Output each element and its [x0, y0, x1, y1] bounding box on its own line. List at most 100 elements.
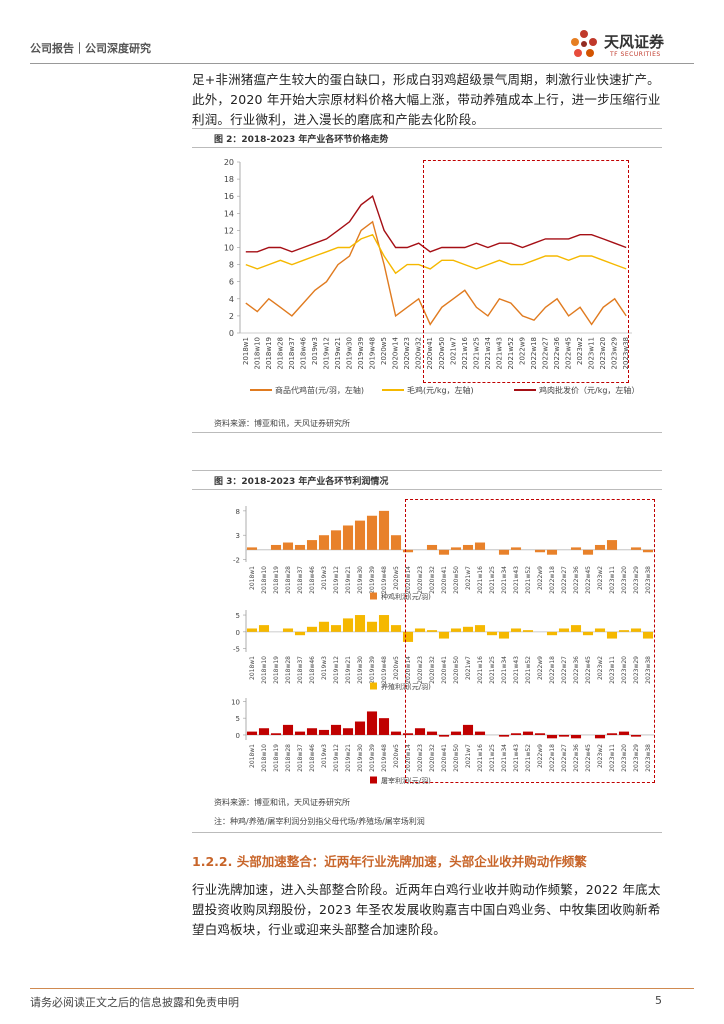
- bar: [450, 731, 462, 735]
- bar: [246, 628, 258, 632]
- figure-caption: 图 2：2018-2023 年产业各环节价格走势: [214, 135, 389, 145]
- x-tick-label: 2019w39: [357, 337, 365, 369]
- x-tick-label: 2020w23: [417, 744, 424, 772]
- bar: [390, 535, 402, 550]
- x-tick-label: 2021w16: [477, 566, 484, 594]
- logo-icon: [571, 30, 597, 57]
- line: [245, 233, 627, 275]
- x-tick-label: 2020w32: [429, 656, 436, 684]
- bar: [510, 628, 522, 632]
- x-tick-label: 2023w29: [633, 656, 640, 684]
- x-tick-label: 2020w14: [405, 566, 412, 594]
- legend-label: 种鸡利润(元/羽): [381, 592, 431, 601]
- x-tick-label: 2018w10: [261, 744, 268, 772]
- bar: [642, 549, 654, 553]
- bar: [570, 625, 582, 632]
- bar: [282, 542, 294, 550]
- figure-rule: [192, 832, 662, 833]
- x-tick-label: 2023w38: [622, 337, 630, 369]
- x-tick-label: 2018w46: [309, 656, 316, 684]
- x-tick-label: 2019w21: [334, 337, 342, 369]
- x-tick-label: 2020w23: [403, 337, 411, 369]
- y-tick-label: 10: [231, 698, 240, 706]
- x-tick-label: 2019w12: [333, 744, 340, 772]
- x-tick-label: 2021w52: [525, 566, 532, 594]
- x-tick-label: 2021w16: [477, 656, 484, 684]
- x-tick-label: 2019w30: [357, 566, 364, 594]
- bar: [486, 631, 498, 636]
- legend-label: 鸡肉批发价（元/kg，左轴）: [539, 385, 639, 395]
- x-tick-label: 2022w36: [573, 566, 580, 594]
- x-tick-label: 2020w41: [441, 566, 448, 594]
- x-tick-label: 2019w39: [369, 566, 376, 594]
- bar: [618, 731, 630, 735]
- bar: [246, 731, 258, 735]
- bar: [426, 630, 438, 632]
- x-tick-label: 2018w46: [299, 336, 307, 369]
- x-tick-label: 2020w5: [393, 566, 400, 590]
- x-tick-label: 2018w19: [273, 656, 280, 684]
- bar: [342, 525, 354, 550]
- x-tick-label: 2023w29: [633, 566, 640, 594]
- x-tick-label: 2023w20: [621, 744, 628, 772]
- section-body: 行业洗牌加速，进入头部整合阶段。近两年白鸡行业收并购动作频繁，2022 年底太盟…: [192, 882, 661, 937]
- x-tick-label: 2019w3: [321, 656, 328, 680]
- legend-label: 养殖利润(元/羽): [381, 682, 431, 691]
- y-tick-label: 3: [236, 532, 240, 540]
- x-tick-label: 2023w20: [621, 656, 628, 684]
- x-tick-label: 2020w50: [438, 337, 446, 369]
- x-tick-label: 2022w45: [585, 566, 592, 594]
- x-tick-label: 2021w43: [513, 566, 520, 594]
- x-tick-label: 2021w34: [501, 566, 508, 594]
- x-tick-label: 2021w25: [489, 744, 496, 772]
- x-tick-label: 2023w20: [621, 566, 628, 594]
- bar: [426, 544, 438, 550]
- bar: [366, 711, 378, 735]
- bar: [402, 631, 414, 642]
- x-tick-label: 2023w38: [645, 566, 652, 594]
- x-tick-label: 2022w18: [549, 656, 556, 684]
- x-tick-label: 2021w25: [489, 656, 496, 684]
- x-tick-label: 2019w12: [333, 566, 340, 594]
- x-tick-label: 2020w41: [426, 337, 434, 369]
- bar: [522, 731, 534, 735]
- x-tick-label: 2023w2: [597, 566, 604, 590]
- x-tick-label: 2019w3: [321, 744, 328, 768]
- bar: [558, 734, 570, 737]
- x-tick-label: 2023w38: [645, 656, 652, 684]
- figure-rule: [192, 128, 662, 129]
- x-tick-label: 2019w21: [345, 566, 352, 594]
- x-tick-label: 2023w11: [609, 656, 616, 684]
- y-tick-label: 18: [224, 175, 234, 184]
- bar: [594, 544, 606, 550]
- x-tick-label: 2018w37: [297, 744, 304, 772]
- x-tick-label: 2018w28: [276, 337, 284, 369]
- bar: [366, 515, 378, 550]
- bar: [546, 549, 558, 555]
- bar: [462, 626, 474, 632]
- x-tick-label: 2018w37: [297, 656, 304, 684]
- bar: [558, 628, 570, 632]
- legend-label: 商品代鸡苗(元/羽，左轴): [275, 385, 364, 395]
- figure-rule: [192, 489, 662, 490]
- x-tick-label: 2022w36: [573, 656, 580, 684]
- bar: [282, 724, 294, 735]
- bar: [450, 547, 462, 550]
- bar: [438, 549, 450, 555]
- figure-caption: 图 3：2018-2023 年产业各环节利润情况: [214, 477, 389, 487]
- bar: [306, 540, 318, 550]
- x-tick-label: 2019w3: [321, 566, 328, 590]
- x-tick-label: 2019w48: [369, 337, 377, 369]
- legend-swatch: [370, 776, 377, 784]
- x-tick-label: 2023w2: [597, 656, 604, 680]
- bar: [282, 628, 294, 632]
- x-tick-label: 2020w14: [392, 336, 400, 369]
- legend-label: 屠宰利润(元/羽): [381, 776, 431, 785]
- bar: [474, 625, 486, 632]
- y-tick-label: 0: [229, 329, 234, 338]
- x-tick-label: 2018w1: [249, 744, 256, 768]
- bar: [414, 728, 426, 735]
- y-tick-label: 6: [229, 278, 234, 287]
- x-tick-label: 2023w11: [609, 744, 616, 772]
